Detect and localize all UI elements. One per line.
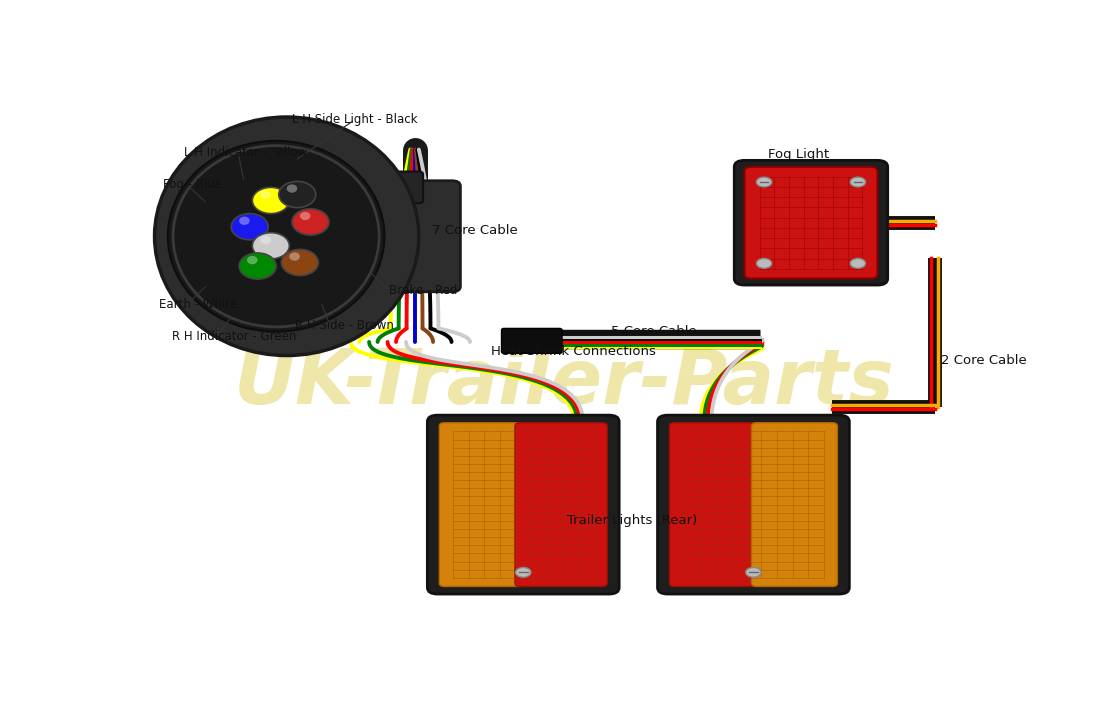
Ellipse shape [261, 236, 271, 244]
Ellipse shape [239, 217, 250, 225]
Text: Brake - Red: Brake - Red [389, 284, 458, 297]
FancyBboxPatch shape [427, 415, 619, 594]
Text: Trailer Lights (Rear): Trailer Lights (Rear) [566, 515, 697, 527]
Ellipse shape [252, 233, 289, 259]
Text: Fog Light: Fog Light [769, 149, 829, 161]
Ellipse shape [168, 141, 385, 332]
Text: L H Indicator - Yellow: L H Indicator - Yellow [185, 146, 308, 158]
FancyBboxPatch shape [439, 422, 525, 586]
Ellipse shape [252, 187, 289, 213]
Circle shape [850, 258, 866, 268]
Text: Fog - Blue: Fog - Blue [163, 178, 222, 191]
Text: UK-Trailer-Parts: UK-Trailer-Parts [233, 346, 894, 420]
Ellipse shape [261, 190, 271, 199]
Ellipse shape [154, 117, 419, 356]
Ellipse shape [278, 182, 316, 208]
Text: Heat Shrink Connections: Heat Shrink Connections [492, 345, 657, 358]
Text: 2 Core Cable: 2 Core Cable [940, 354, 1026, 367]
Circle shape [757, 177, 772, 187]
Text: Earth - White: Earth - White [158, 298, 238, 310]
Ellipse shape [289, 252, 300, 260]
FancyBboxPatch shape [368, 172, 424, 203]
Text: 7 Core Cable: 7 Core Cable [431, 225, 517, 237]
Text: R H Indicator - Green: R H Indicator - Green [172, 330, 296, 343]
Circle shape [757, 258, 772, 268]
Ellipse shape [239, 253, 276, 279]
Ellipse shape [231, 213, 268, 240]
FancyBboxPatch shape [351, 181, 461, 291]
Text: R H Side - Brown: R H Side - Brown [295, 319, 394, 332]
Ellipse shape [282, 249, 318, 276]
FancyBboxPatch shape [502, 328, 562, 353]
Ellipse shape [292, 209, 329, 235]
FancyBboxPatch shape [745, 167, 878, 279]
Circle shape [850, 177, 866, 187]
FancyBboxPatch shape [751, 422, 837, 586]
Circle shape [516, 567, 531, 577]
Ellipse shape [248, 256, 257, 264]
FancyBboxPatch shape [515, 422, 607, 586]
Text: L H Side Light - Black: L H Side Light - Black [293, 113, 418, 126]
Circle shape [746, 567, 761, 577]
Ellipse shape [300, 212, 310, 220]
FancyBboxPatch shape [658, 415, 849, 594]
FancyBboxPatch shape [735, 161, 888, 285]
Text: 5 Core Cable: 5 Core Cable [610, 325, 696, 338]
Ellipse shape [287, 184, 297, 193]
FancyBboxPatch shape [670, 422, 761, 586]
